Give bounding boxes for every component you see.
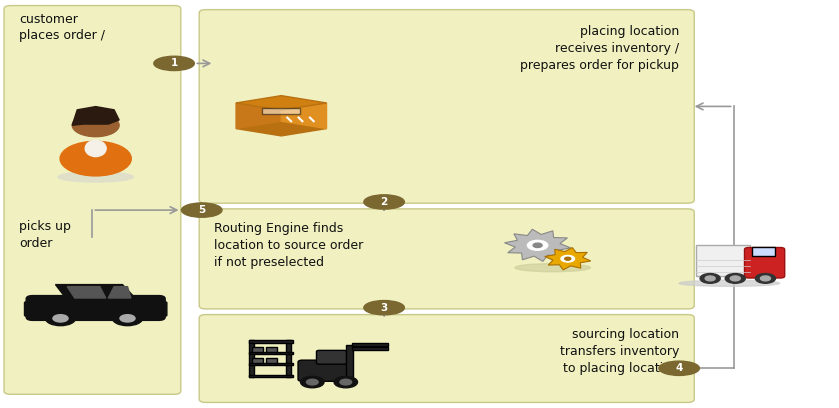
Text: 3: 3 xyxy=(380,303,388,313)
Circle shape xyxy=(306,379,318,385)
Text: placing location
receives inventory /
prepares order for pickup: placing location receives inventory / pr… xyxy=(520,25,679,72)
Circle shape xyxy=(730,276,740,281)
FancyBboxPatch shape xyxy=(24,302,38,316)
FancyBboxPatch shape xyxy=(744,248,784,278)
Text: 4: 4 xyxy=(675,363,683,373)
Text: customer
places order /: customer places order / xyxy=(19,13,105,42)
Ellipse shape xyxy=(515,264,591,272)
Ellipse shape xyxy=(58,172,133,182)
Circle shape xyxy=(705,276,715,281)
FancyBboxPatch shape xyxy=(266,359,277,364)
FancyBboxPatch shape xyxy=(4,6,180,394)
FancyBboxPatch shape xyxy=(248,352,293,354)
Ellipse shape xyxy=(364,195,404,209)
FancyBboxPatch shape xyxy=(696,246,750,276)
Ellipse shape xyxy=(364,301,404,315)
Polygon shape xyxy=(504,229,571,262)
FancyBboxPatch shape xyxy=(352,347,388,350)
FancyBboxPatch shape xyxy=(286,340,291,377)
Text: picks up
order: picks up order xyxy=(19,220,71,250)
FancyBboxPatch shape xyxy=(316,350,347,364)
Circle shape xyxy=(53,315,68,322)
Ellipse shape xyxy=(154,56,195,71)
Text: 2: 2 xyxy=(380,197,388,207)
FancyBboxPatch shape xyxy=(263,109,300,114)
Polygon shape xyxy=(55,285,136,299)
Circle shape xyxy=(300,377,324,388)
Ellipse shape xyxy=(86,140,107,157)
Polygon shape xyxy=(236,95,326,110)
Circle shape xyxy=(528,240,548,250)
FancyBboxPatch shape xyxy=(346,345,353,379)
Polygon shape xyxy=(108,287,131,298)
FancyBboxPatch shape xyxy=(298,360,352,381)
Text: sourcing location
transfers inventory
to placing location: sourcing location transfers inventory to… xyxy=(560,328,679,375)
Polygon shape xyxy=(72,106,119,125)
Circle shape xyxy=(565,257,571,260)
Circle shape xyxy=(72,114,119,137)
Polygon shape xyxy=(236,121,326,136)
FancyBboxPatch shape xyxy=(252,347,263,352)
Circle shape xyxy=(120,315,135,322)
Ellipse shape xyxy=(181,203,222,217)
FancyBboxPatch shape xyxy=(752,247,775,256)
Circle shape xyxy=(755,273,775,283)
Circle shape xyxy=(533,243,542,248)
Text: Routing Engine finds
location to source order
if not preselected: Routing Engine finds location to source … xyxy=(214,222,363,269)
Ellipse shape xyxy=(60,141,131,176)
FancyBboxPatch shape xyxy=(352,343,388,346)
FancyBboxPatch shape xyxy=(248,375,293,377)
Polygon shape xyxy=(236,103,281,129)
Circle shape xyxy=(340,379,352,385)
Ellipse shape xyxy=(659,361,700,375)
Polygon shape xyxy=(281,103,326,129)
Circle shape xyxy=(700,273,720,283)
Text: 1: 1 xyxy=(170,58,178,69)
Polygon shape xyxy=(545,248,591,270)
FancyBboxPatch shape xyxy=(154,302,167,316)
Circle shape xyxy=(725,273,745,283)
Circle shape xyxy=(334,377,357,388)
FancyBboxPatch shape xyxy=(248,364,293,366)
FancyBboxPatch shape xyxy=(252,359,263,364)
Circle shape xyxy=(45,311,76,326)
Circle shape xyxy=(112,311,143,326)
Circle shape xyxy=(561,255,575,262)
FancyBboxPatch shape xyxy=(266,347,277,352)
Text: 5: 5 xyxy=(198,205,206,215)
Ellipse shape xyxy=(679,280,779,286)
FancyBboxPatch shape xyxy=(248,340,293,342)
FancyBboxPatch shape xyxy=(248,340,253,377)
FancyBboxPatch shape xyxy=(199,209,694,309)
FancyBboxPatch shape xyxy=(199,315,694,402)
Circle shape xyxy=(760,276,770,281)
FancyBboxPatch shape xyxy=(26,295,165,320)
FancyBboxPatch shape xyxy=(199,10,694,203)
Polygon shape xyxy=(67,287,106,298)
